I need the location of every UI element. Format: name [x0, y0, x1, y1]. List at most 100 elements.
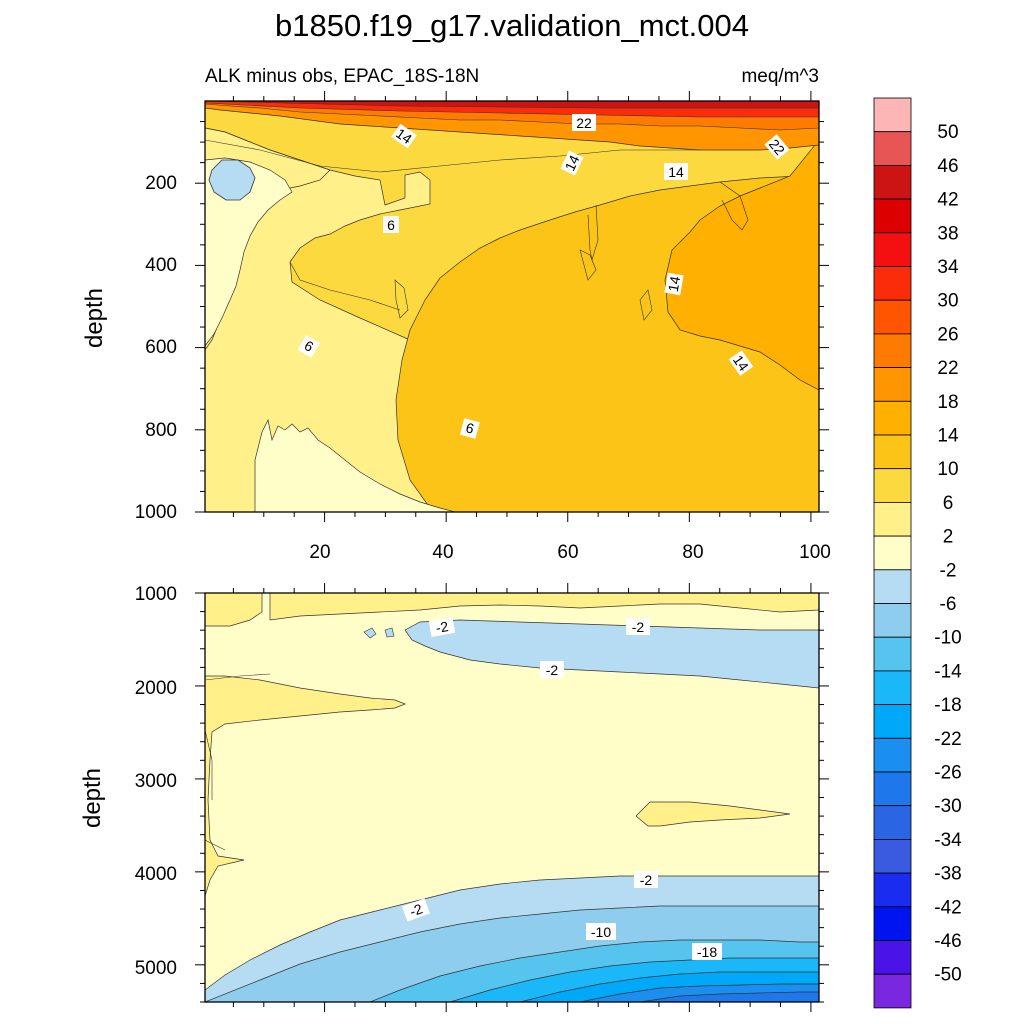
- colorbar-swatch: [873, 704, 912, 739]
- colorbar-label: 18: [937, 392, 958, 413]
- svg-text:-2: -2: [632, 619, 645, 635]
- colorbar: [873, 97, 912, 1009]
- colorbar-label: -18: [934, 695, 961, 716]
- colorbar-swatch: [873, 501, 912, 537]
- svg-text:14: 14: [561, 152, 582, 173]
- colorbar-label: -26: [934, 763, 961, 784]
- upper-y-tick-labels: 200 400 600 800 1000: [135, 173, 177, 523]
- upper-negative-blob: [208, 159, 256, 201]
- upper-y-tick-800: 800: [145, 420, 177, 441]
- colorbar-label: -22: [934, 729, 961, 750]
- upper-band-10to14: [395, 101, 819, 512]
- colorbar-label: 34: [937, 257, 959, 278]
- chart-subtitle: ALK minus obs, EPAC_18S-18N: [205, 66, 479, 87]
- upper-contour-label-4: 14: [664, 163, 688, 180]
- upper-contour-label-1: 14: [391, 123, 417, 149]
- svg-text:6: 6: [387, 217, 395, 233]
- colorbar-swatch: [873, 636, 912, 672]
- upper-y-tick-200: 200: [145, 173, 177, 194]
- colorbar-swatch: [873, 771, 912, 807]
- colorbar-swatch: [873, 872, 912, 908]
- upper-contour-label-9: 14: [728, 350, 754, 376]
- svg-text:6: 6: [464, 419, 476, 437]
- lower-contour-label-5: -2: [401, 898, 431, 922]
- colorbar-swatch: [873, 400, 912, 436]
- colorbar-swatch: [873, 805, 912, 840]
- upper-contour-label-10: 6: [459, 418, 480, 439]
- svg-text:-2: -2: [434, 618, 449, 636]
- lower-y-tick-4000: 4000: [135, 864, 177, 885]
- upper-tick-marks: [195, 91, 829, 522]
- upper-x-tick-100: 100: [799, 542, 831, 563]
- lower-y-axis-label: depth: [79, 768, 106, 828]
- lower-y-tick-labels: 1000 2000 3000 4000 5000: [135, 584, 177, 979]
- svg-text:-10: -10: [591, 924, 611, 940]
- colorbar-label: 2: [943, 527, 954, 548]
- colorbar-label: -46: [934, 931, 961, 952]
- upper-band-pale-bottom: [254, 418, 456, 512]
- colorbar-swatch: [873, 266, 912, 301]
- lower-y-tick-5000: 5000: [135, 958, 177, 979]
- upper-y-tick-400: 400: [145, 255, 177, 276]
- upper-y-axis-label: depth: [81, 288, 108, 348]
- upper-contour-label-3: 14: [560, 150, 584, 176]
- colorbar-label: -50: [934, 965, 961, 986]
- svg-text:-18: -18: [697, 944, 717, 960]
- svg-text:14: 14: [665, 275, 683, 293]
- colorbar-label: -38: [934, 864, 961, 885]
- colorbar-swatch: [873, 299, 912, 335]
- lower-contour-label-1: -2: [428, 617, 456, 637]
- colorbar-swatch: [873, 737, 912, 773]
- colorbar-labels: 50 46 42 38 34 30 26 22 18 14 10 6 2 -2 -6 -10 -14 -18 -22…: [934, 122, 962, 986]
- colorbar-swatch: [873, 535, 912, 571]
- colorbar-swatch: [873, 333, 912, 368]
- upper-contour-label-2: 22: [572, 114, 596, 131]
- svg-text:22: 22: [576, 115, 592, 131]
- lower-band-2to6-blob: [635, 801, 791, 827]
- svg-text:-2: -2: [640, 872, 653, 888]
- lower-contour-label-7: -18: [692, 943, 722, 960]
- svg-text:-2: -2: [546, 662, 559, 678]
- lower-panel-plot: [205, 593, 819, 1002]
- svg-text:-2: -2: [407, 900, 424, 919]
- lower-y-tick-3000: 3000: [135, 771, 177, 792]
- colorbar-label: 6: [943, 493, 954, 514]
- colorbar-label: 42: [937, 190, 958, 211]
- colorbar-label: -6: [940, 594, 957, 615]
- lower-band-neg2to6-top: [404, 619, 819, 689]
- lower-band-2to6-tongue: [205, 675, 406, 897]
- upper-contour-lines: [205, 139, 749, 321]
- upper-contour-label-6: 6: [383, 216, 399, 233]
- upper-x-tick-80: 80: [682, 542, 703, 563]
- lower-y-tick-2000: 2000: [135, 678, 177, 699]
- lower-contour-label-4: -2: [634, 871, 658, 888]
- colorbar-label: -30: [934, 796, 961, 817]
- colorbar-swatch: [873, 367, 912, 402]
- colorbar-swatch: [873, 131, 912, 166]
- colorbar-label: -34: [934, 830, 962, 851]
- colorbar-label: -2: [940, 560, 957, 581]
- lower-contour-label-6: -10: [586, 923, 616, 940]
- upper-band-30plus: [205, 101, 819, 109]
- upper-contour-label-5: 22: [764, 134, 790, 160]
- units-label: meq/m^3: [741, 66, 819, 87]
- upper-y-tick-1000: 1000: [135, 502, 177, 523]
- lower-blue-speck-2: [384, 627, 395, 638]
- upper-x-tick-20: 20: [309, 542, 330, 563]
- upper-y-tick-600: 600: [145, 337, 177, 358]
- colorbar-label: 22: [937, 358, 958, 379]
- chart-title: b1850.f19_g17.validation_mct.004: [275, 8, 749, 43]
- colorbar-swatch: [873, 603, 912, 638]
- colorbar-swatch: [873, 973, 912, 1009]
- colorbar-swatch: [873, 670, 912, 706]
- colorbar-swatch: [873, 940, 912, 975]
- colorbar-swatch: [873, 164, 912, 200]
- upper-x-tick-40: 40: [432, 542, 453, 563]
- colorbar-label: -14: [934, 661, 962, 682]
- upper-x-tick-60: 60: [557, 542, 578, 563]
- colorbar-swatch: [873, 232, 912, 267]
- colorbar-label: 10: [937, 459, 958, 480]
- colorbar-swatch: [873, 906, 912, 941]
- lower-band-neg26to30: [639, 991, 819, 1002]
